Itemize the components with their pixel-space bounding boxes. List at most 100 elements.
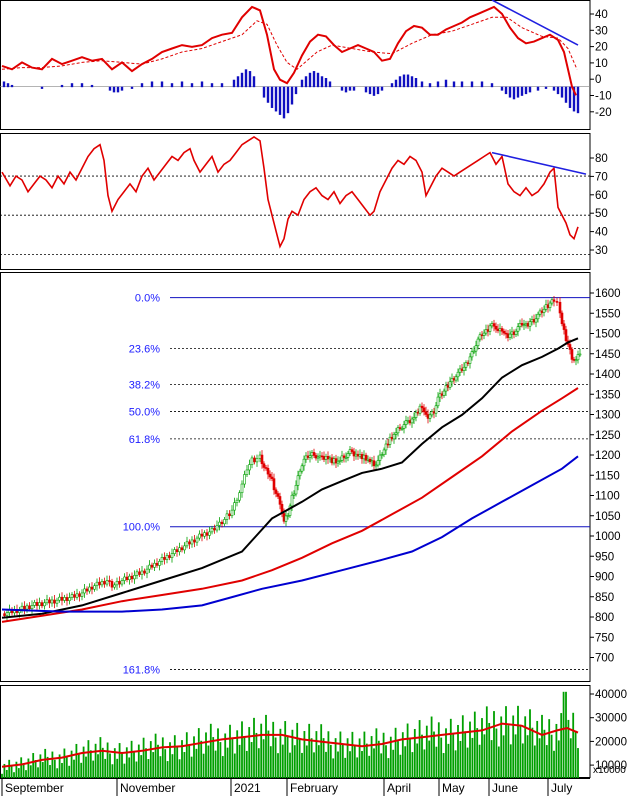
- macd-histogram-bar: [170, 83, 174, 88]
- volume-bar: [41, 762, 44, 778]
- macd-histogram-bar: [552, 86, 556, 91]
- volume-bar: [310, 738, 313, 778]
- candle-body: [110, 581, 114, 588]
- candle-body: [218, 521, 221, 526]
- volume-bar: [5, 769, 8, 778]
- volume-bar: [176, 747, 179, 778]
- candle-body: [292, 493, 296, 496]
- candle-body: [516, 326, 520, 332]
- y-tick-label: 30: [595, 245, 608, 257]
- x-tick-label: May: [442, 781, 465, 795]
- macd-histogram-bar: [300, 79, 304, 88]
- macd-histogram-bar: [150, 81, 154, 88]
- volume-bar: [53, 759, 56, 778]
- volume-bar: [281, 744, 284, 778]
- macd-histogram-bar: [528, 86, 532, 93]
- volume-bar: [392, 749, 395, 778]
- candle-body: [175, 549, 179, 553]
- volume-bar: [524, 716, 527, 778]
- candle-body: [482, 332, 486, 336]
- candle-body: [158, 561, 161, 566]
- candle-body: [384, 443, 388, 451]
- candle-body: [514, 330, 518, 335]
- candle-body: [500, 328, 504, 332]
- macd-histogram-bar: [80, 83, 84, 88]
- candle-body: [312, 452, 316, 456]
- volume-bar: [301, 752, 303, 778]
- macd-histogram-bar: [286, 86, 290, 114]
- candle-body: [165, 555, 169, 560]
- candle-body: [548, 302, 552, 308]
- volume-bar: [469, 721, 471, 778]
- volume-bar: [452, 734, 455, 778]
- candle-body: [568, 344, 572, 350]
- candle-body: [555, 301, 559, 303]
- volume-bar: [205, 732, 207, 778]
- y-tick-label: 1300: [595, 410, 621, 422]
- candle-body: [558, 301, 562, 314]
- y-tick-label: 850: [595, 592, 614, 604]
- volume-y-axis: 40000 30000 20000 10000: [590, 689, 627, 772]
- volume-bar: [387, 758, 390, 778]
- volume-bar: [416, 743, 419, 778]
- volume-bar: [169, 742, 171, 778]
- candle-body: [88, 586, 91, 592]
- volume-bar: [401, 732, 404, 778]
- candle-body: [90, 586, 94, 590]
- candle-body: [178, 547, 181, 553]
- macd-histogram-bar: [90, 84, 94, 88]
- macd-histogram-bar: [470, 81, 474, 88]
- volume-bar: [238, 744, 241, 778]
- volume-bar: [99, 737, 102, 778]
- volume-bar: [291, 729, 294, 778]
- macd-histogram-bar: [572, 86, 576, 112]
- volume-bar: [70, 750, 73, 778]
- candle-body: [260, 454, 264, 465]
- candle-body: [334, 458, 338, 464]
- candle-body: [456, 371, 460, 378]
- volume-bar: [214, 750, 217, 778]
- macd-histogram-bar: [490, 83, 494, 88]
- candle-body: [58, 596, 61, 601]
- candle-body: [316, 456, 320, 459]
- candle-body: [143, 570, 146, 574]
- volume-bar: [190, 756, 193, 778]
- candle-body: [378, 454, 382, 461]
- macd-histogram-bar: [414, 78, 418, 88]
- y-tick-label: 1400: [595, 369, 621, 381]
- volume-bar: [61, 762, 63, 778]
- volume-bar: [461, 715, 464, 778]
- candle-body: [228, 513, 231, 517]
- volume-bar: [517, 705, 519, 778]
- y-tick-label: 1050: [595, 511, 621, 523]
- volume-bar: [389, 736, 392, 778]
- macd-histogram-bar: [324, 78, 328, 88]
- candle-body: [128, 575, 131, 581]
- volume-bar: [255, 732, 258, 778]
- volume-bar: [181, 740, 183, 778]
- fib-level-label: 50.0%: [129, 407, 160, 419]
- candle-body: [25, 605, 29, 610]
- macd-histogram-bar: [6, 83, 10, 88]
- candle-body: [400, 428, 404, 430]
- volume-bar: [87, 740, 90, 778]
- candle-body: [60, 596, 64, 601]
- volume-bar: [313, 752, 315, 778]
- candle-body: [392, 434, 396, 440]
- volume-bar: [231, 739, 234, 778]
- candle-body: [336, 460, 340, 464]
- rsi-panel-frame: [0, 133, 591, 270]
- macd-chart: [0, 0, 590, 119]
- candle-body: [243, 474, 246, 485]
- volume-bar: [20, 757, 23, 778]
- macd-histogram-bar: [112, 86, 116, 93]
- volume-unit-label: x10000: [593, 765, 626, 776]
- macd-histogram-bar: [576, 86, 580, 114]
- volume-bar: [130, 740, 133, 778]
- volume-bar: [8, 759, 11, 778]
- volume-bar: [560, 713, 563, 778]
- candle-body: [140, 570, 144, 575]
- macd-histogram-bar: [236, 76, 240, 88]
- volume-bar: [339, 731, 342, 778]
